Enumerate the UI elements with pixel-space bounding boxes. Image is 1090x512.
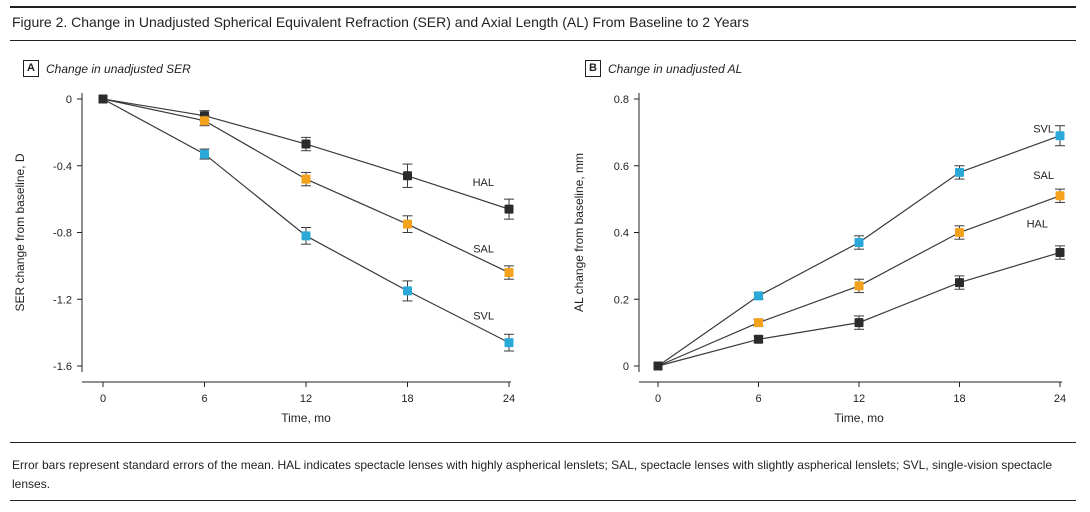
panel-b-label: B Change in unadjusted AL: [585, 60, 742, 77]
data-point-sal: [504, 268, 514, 278]
series-label-sal: SAL: [473, 244, 494, 256]
caption-top-rule: [10, 442, 1076, 443]
series-line-hal: [657, 251, 1061, 367]
y-axis-title: AL change from baseline, mm: [572, 153, 586, 312]
y-tick-label: 0: [623, 361, 629, 373]
figure-caption: Error bars represent standard errors of …: [12, 458, 1053, 491]
data-point-hal: [301, 139, 311, 149]
panel-b-letter: B: [585, 60, 601, 77]
caption-bottom-rule: [10, 500, 1076, 501]
x-tick-label: 6: [201, 393, 207, 405]
x-tick-label: 24: [503, 393, 515, 405]
data-point-sal: [1055, 191, 1065, 201]
data-point-sal: [200, 116, 209, 126]
y-tick-label: -0.4: [53, 161, 72, 173]
series-line-svl: [102, 98, 510, 344]
series-label-hal: HAL: [473, 177, 494, 189]
y-tick-label: -1.6: [53, 361, 72, 373]
data-point-sal: [301, 174, 311, 184]
panel-b-title: Change in unadjusted AL: [608, 61, 743, 76]
data-point-svl: [754, 291, 763, 301]
series-line-svl: [657, 135, 1061, 367]
data-point-svl: [301, 231, 311, 241]
x-tick-label: 6: [755, 393, 761, 405]
panel-a-letter: A: [23, 60, 39, 77]
x-tick-label: 0: [655, 393, 661, 405]
data-point-svl: [403, 286, 412, 296]
y-tick-label: 0: [66, 94, 72, 106]
series-label-sal: SAL: [1033, 170, 1054, 182]
x-axis-title: Time, mo: [834, 411, 884, 425]
x-tick-label: 18: [401, 393, 413, 405]
data-point-svl: [854, 238, 864, 248]
data-point-svl: [504, 338, 514, 348]
data-point-hal: [754, 334, 763, 344]
series-label-hal: HAL: [1027, 219, 1048, 231]
series-line-hal: [102, 98, 510, 210]
y-tick-label: -0.8: [53, 228, 72, 240]
y-tick-label: 0.8: [614, 94, 629, 106]
y-tick-label: 0.4: [614, 228, 629, 240]
y-tick-label: -1.2: [53, 294, 72, 306]
ser-chart: 0 -0.4 -0.8 -1.2 -1.6 0 6 12 18 24 Time, mo SER cha…: [13, 93, 515, 425]
data-point-sal: [955, 228, 964, 237]
y-axis-title: SER change from baseline, D: [13, 153, 27, 311]
x-tick-label: 0: [100, 393, 106, 405]
top-rule: [10, 6, 1076, 8]
series-label-svl: SVL: [473, 311, 494, 323]
data-point-svl: [653, 361, 663, 371]
x-axis-title: Time, mo: [281, 411, 331, 425]
figure-title: Figure 2. Change in Unadjusted Spherical…: [12, 14, 749, 30]
data-point-svl: [98, 94, 108, 104]
series-label-svl: SVL: [1033, 124, 1054, 136]
data-point-svl: [955, 167, 964, 177]
panel-a-title: Change in unadjusted SER: [46, 61, 191, 76]
data-point-hal: [403, 171, 412, 181]
y-tick-label: 0.2: [614, 294, 629, 306]
al-chart: 0 0.2 0.4 0.6 0.8 0 6 12 18 24 Time, mo AL change f…: [572, 93, 1066, 425]
x-tick-label: 12: [853, 393, 865, 405]
x-tick-label: 24: [1054, 393, 1066, 405]
data-point-sal: [754, 318, 763, 328]
data-point-svl: [200, 149, 209, 159]
x-tick-label: 18: [953, 393, 965, 405]
data-point-hal: [1055, 248, 1065, 258]
data-point-hal: [504, 204, 514, 214]
data-point-hal: [854, 318, 864, 328]
data-point-svl: [1055, 131, 1065, 141]
panel-a-label: A Change in unadjusted SER: [23, 60, 191, 77]
data-point-hal: [955, 278, 964, 288]
x-tick-label: 12: [300, 393, 312, 405]
title-rule: [10, 40, 1076, 41]
data-point-sal: [854, 281, 864, 291]
data-point-sal: [403, 219, 412, 229]
y-tick-label: 0.6: [614, 161, 629, 173]
